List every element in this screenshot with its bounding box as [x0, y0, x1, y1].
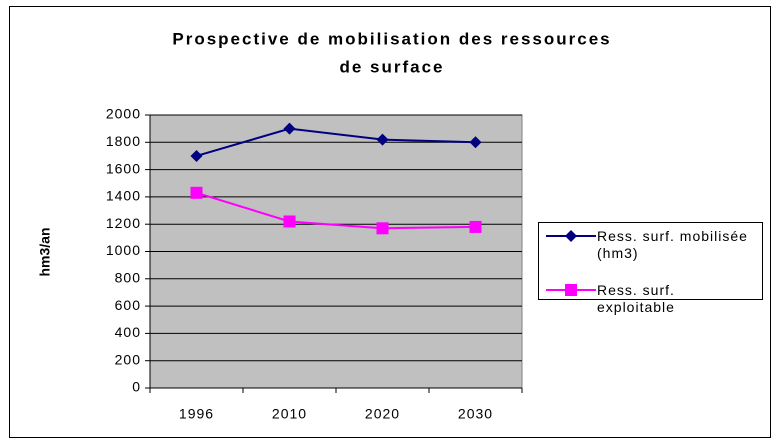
marker — [376, 222, 389, 235]
marker — [565, 284, 577, 296]
marker — [469, 136, 482, 149]
y-tick-label: 600 — [115, 297, 141, 313]
marker — [190, 186, 203, 199]
series-line — [196, 191, 476, 230]
x-tick-label: 2010 — [272, 406, 307, 422]
y-tick-label: 400 — [115, 324, 141, 340]
legend-label: Ress. surf. exploitable — [597, 282, 675, 315]
chart-title: Prospective de mobilisation des ressourc… — [172, 29, 611, 48]
chart-title: de surface — [339, 57, 444, 76]
y-tick-label: 1200 — [106, 215, 141, 231]
marker — [190, 149, 203, 162]
y-tick-label: 2000 — [106, 106, 141, 122]
y-tick-label: 1400 — [106, 188, 141, 204]
marker — [469, 220, 482, 233]
series-line — [196, 127, 476, 157]
marker — [283, 215, 296, 228]
x-tick-label: 2030 — [458, 406, 493, 422]
y-axis-label: hm3/an — [37, 227, 53, 276]
y-tick-label: 1600 — [106, 160, 141, 176]
y-tick-label: 0 — [132, 379, 141, 395]
marker — [565, 230, 577, 242]
x-tick-label: 2020 — [365, 406, 400, 422]
y-tick-label: 200 — [115, 351, 141, 367]
legend-label: Ress. surf. mobilisée (hm3) — [597, 228, 748, 261]
marker — [283, 122, 296, 135]
marker — [376, 133, 389, 146]
y-tick-label: 800 — [115, 270, 141, 286]
x-tick-label: 1996 — [179, 406, 214, 422]
y-tick-label: 1800 — [106, 133, 141, 149]
y-tick-label: 1000 — [106, 242, 141, 258]
